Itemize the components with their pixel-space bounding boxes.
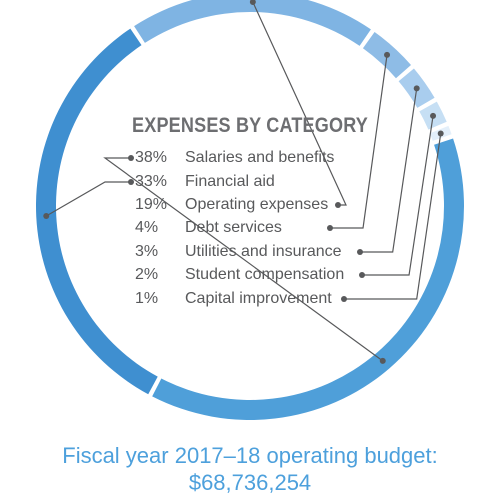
value-label-financial-aid: 33% [135, 173, 168, 190]
budget-total: $68,736,254 [188, 470, 312, 495]
leader-line-salaries [103, 157, 384, 362]
value-label-student-comp: 2% [135, 266, 159, 283]
category-label-financial-aid: Financial aid [185, 173, 275, 190]
leader-dot-financial-aid-0 [128, 179, 134, 185]
leader-line-debt [330, 54, 388, 229]
leader-dot-debt-1 [384, 51, 391, 58]
value-label-salaries: 38% [135, 149, 168, 166]
chart-title: EXPENSES BY CATEGORY [132, 114, 368, 137]
leader-line-student-comp [362, 115, 434, 276]
slice-salaries [152, 138, 465, 420]
leader-line-financial-aid [45, 181, 131, 217]
leader-dot-student-comp-0 [359, 272, 365, 278]
leader-dot-operating-0 [335, 202, 341, 208]
leader-line-utilities [360, 88, 418, 253]
category-label-student-comp: Student compensation [185, 266, 345, 283]
category-label-debt: Debt services [185, 219, 282, 236]
category-label-capital: Capital improvement [185, 290, 332, 307]
leader-dot-utilities-0 [357, 249, 363, 255]
leader-dot-student-comp-1 [430, 112, 437, 119]
category-label-utilities: Utilities and insurance [185, 243, 342, 260]
leader-dot-salaries-1 [379, 357, 386, 364]
slice-financial-aid [36, 28, 158, 395]
value-label-utilities: 3% [135, 243, 159, 260]
leader-dot-debt-0 [327, 225, 333, 231]
leader-dot-financial-aid-1 [43, 212, 50, 219]
leader-dot-capital-0 [341, 296, 347, 302]
leader-dot-capital-1 [437, 130, 444, 137]
leader-dot-salaries-0 [128, 155, 134, 161]
value-label-operating: 19% [135, 196, 168, 213]
slice-operating [134, 0, 371, 46]
budget-caption: Fiscal year 2017–18 operating budget: [62, 443, 438, 468]
value-label-capital: 1% [135, 290, 159, 307]
category-label-salaries: Salaries and benefits [185, 149, 335, 166]
leader-dot-operating-1 [249, 0, 256, 6]
leader-dot-utilities-1 [413, 85, 420, 92]
value-label-debt: 4% [135, 219, 159, 236]
category-label-operating: Operating expenses [185, 196, 329, 213]
leader-line-capital [344, 133, 442, 300]
